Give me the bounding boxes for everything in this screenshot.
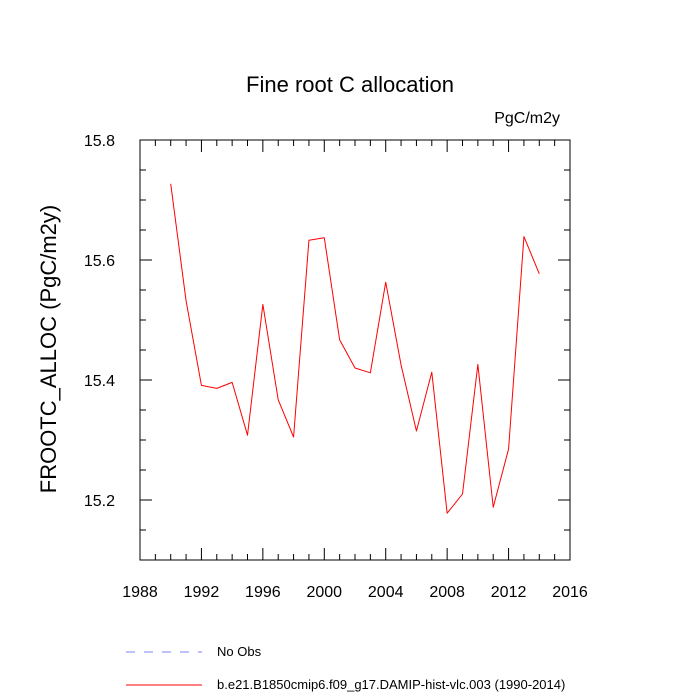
x-tick-label: 2000	[306, 584, 342, 601]
y-tick-label: 15.4	[84, 373, 115, 390]
x-tick-label: 2012	[491, 584, 527, 601]
y-tick-label: 15.6	[84, 253, 115, 270]
tick-labels: 1988 1992 1996 2000 2004 2008 2012 2016 15.2 15.4…	[84, 133, 588, 601]
chart-title: Fine root C allocation	[246, 72, 454, 97]
x-tick-label: 2016	[552, 584, 588, 601]
x-tick-label: 2004	[368, 584, 404, 601]
y-tick-label: 15.8	[84, 133, 115, 150]
x-tick-label: 1996	[245, 584, 281, 601]
units-label: PgC/m2y	[494, 110, 560, 127]
y-axis-label: FROOTC_ALLOC (PgC/m2y)	[36, 205, 61, 494]
series-group	[170, 183, 540, 514]
legend-label: b.e21.B1850cmip6.f09_g17.DAMIP-hist-vlc.…	[217, 677, 565, 692]
x-tick-label: 1988	[122, 584, 158, 601]
series-line	[170, 183, 540, 514]
y-tick-label: 15.2	[84, 493, 115, 510]
x-tick-label: 2008	[429, 584, 465, 601]
axis-ticks	[139, 139, 571, 561]
legend-label: No Obs	[217, 644, 262, 659]
legend: No Obs b.e21.B1850cmip6.f09_g17.DAMIP-his…	[126, 644, 565, 692]
x-tick-label: 1992	[184, 584, 220, 601]
plot-frame	[139, 139, 571, 561]
